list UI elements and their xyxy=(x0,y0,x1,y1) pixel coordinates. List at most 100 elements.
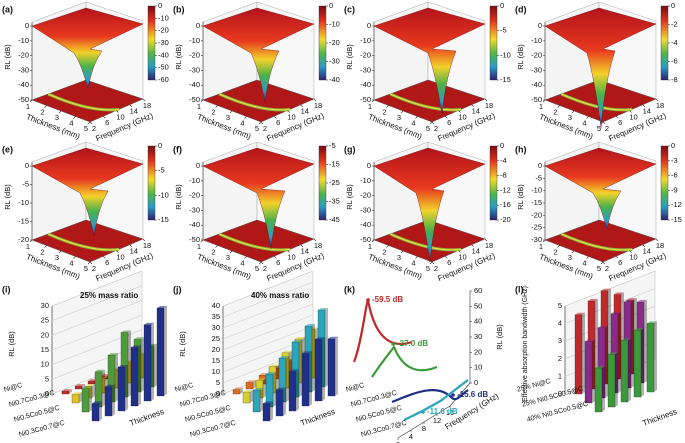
z-tick-label: -40 xyxy=(18,80,29,89)
y-tick-label: 10 xyxy=(629,252,637,261)
bar-side xyxy=(618,311,621,393)
bar-top xyxy=(598,325,608,328)
bar-top xyxy=(315,337,325,340)
rl-curve xyxy=(391,389,469,404)
y-tick xyxy=(602,121,606,125)
bar xyxy=(117,366,126,412)
x-tick xyxy=(371,99,375,103)
y-tick-label: 6 xyxy=(618,258,622,267)
x-tick-label: 3 xyxy=(55,113,59,122)
z-tick-label: 0 xyxy=(538,21,542,30)
z-tick-label: 0 xyxy=(367,21,371,30)
y-tick-label: 25 xyxy=(41,316,49,325)
depth-label: Thickness xyxy=(641,407,678,428)
bar xyxy=(262,403,271,422)
colorbar-tick-label: -15 xyxy=(671,215,682,224)
bar-top xyxy=(108,353,118,356)
bar xyxy=(245,382,254,390)
x-tick-label: 3 xyxy=(568,253,572,262)
bar-side xyxy=(138,345,141,406)
x-tick xyxy=(87,261,91,265)
y-tick-label: 5 xyxy=(45,374,49,383)
y-tick xyxy=(655,238,659,242)
y-axis-label: Effective absorption bandwidth (GHz) xyxy=(522,286,529,402)
y-tick-label: 2 xyxy=(263,124,267,133)
y-tick xyxy=(103,116,106,119)
bar-side xyxy=(154,343,157,387)
bar-top xyxy=(243,390,253,392)
grid-line xyxy=(222,270,314,307)
colorbar-tick-label: -4 xyxy=(671,38,678,47)
x-tick-label: 2 xyxy=(211,107,215,116)
bar xyxy=(314,339,323,402)
y-tick-label: 0 xyxy=(45,389,49,398)
colorbar-tick-label: -35 xyxy=(329,196,340,205)
x-tick-label: 4 xyxy=(582,258,586,267)
z-tick-label: -30 xyxy=(531,235,542,244)
colorbar-tick-label: -6 xyxy=(671,56,678,65)
x-tick xyxy=(571,250,575,254)
y-tick-label: 6 xyxy=(105,258,109,267)
z-axis-label: RL (dB) xyxy=(516,44,525,70)
colorbar-tick-label: -16 xyxy=(500,200,511,209)
bar xyxy=(646,323,655,393)
y-tick xyxy=(458,250,461,253)
bar-side xyxy=(260,388,263,412)
y-tick-label: 1 xyxy=(558,371,562,380)
colorbar-tick-label: -40 xyxy=(158,50,169,59)
bar-side xyxy=(273,372,276,407)
z-tick-label: -10 xyxy=(360,176,371,185)
x-tick-label: 2 xyxy=(40,107,44,116)
x-tick xyxy=(29,99,33,103)
bar-side xyxy=(263,378,266,398)
bar-side xyxy=(631,299,634,388)
y-tick xyxy=(116,250,119,253)
colorbar-tick-label: -40 xyxy=(329,75,340,84)
x-tick xyxy=(586,256,589,259)
bar-side xyxy=(270,401,273,421)
x-tick xyxy=(415,116,418,119)
bar-side xyxy=(299,340,302,397)
annotation: -59.5 dB xyxy=(372,295,403,304)
category-label: Ni@C xyxy=(174,382,194,394)
x-tick-label: 1 xyxy=(197,242,201,251)
bar xyxy=(74,385,83,390)
y-tick-label: 20 xyxy=(212,345,220,354)
bar xyxy=(620,340,629,403)
y-tick-label: 10 xyxy=(629,112,637,121)
bar-top xyxy=(131,345,141,348)
x-tick xyxy=(429,261,433,265)
y-tick-label: 35 xyxy=(212,312,220,321)
surface xyxy=(31,7,144,90)
colorbar-tick-label: -25 xyxy=(329,178,340,187)
bar-side xyxy=(79,392,82,403)
z-tick-label: -40 xyxy=(360,80,371,89)
colorbar-tick-label: 0 xyxy=(158,1,162,10)
grid-line xyxy=(222,325,314,362)
bar-side xyxy=(296,369,299,411)
x-tick-label: 4 xyxy=(582,118,586,127)
y-tick xyxy=(431,121,435,125)
bar-side xyxy=(164,306,167,396)
x-tick xyxy=(215,105,218,108)
y-tick-label: 10 xyxy=(458,112,466,121)
bar-top xyxy=(305,324,315,326)
bar-side xyxy=(89,386,92,412)
y-tick-label: 60 xyxy=(474,286,482,295)
bar xyxy=(91,403,100,422)
x-tick-label: 0 xyxy=(396,440,400,443)
rl-curve xyxy=(371,344,438,378)
bar-top xyxy=(624,299,634,302)
bar-side xyxy=(615,352,618,407)
x-tick-label: 3 xyxy=(55,253,59,262)
bar-top xyxy=(575,312,585,315)
x-tick xyxy=(215,245,218,248)
x-tick xyxy=(400,250,404,254)
bar-side xyxy=(125,365,128,411)
x-tick-label: 4 xyxy=(240,258,244,267)
category-label: Ni0.5Co0.5@C xyxy=(13,405,60,424)
y-tick-label: 14 xyxy=(301,107,309,116)
colorbar-tick-label: 0 xyxy=(671,141,675,150)
y-tick xyxy=(300,244,303,247)
